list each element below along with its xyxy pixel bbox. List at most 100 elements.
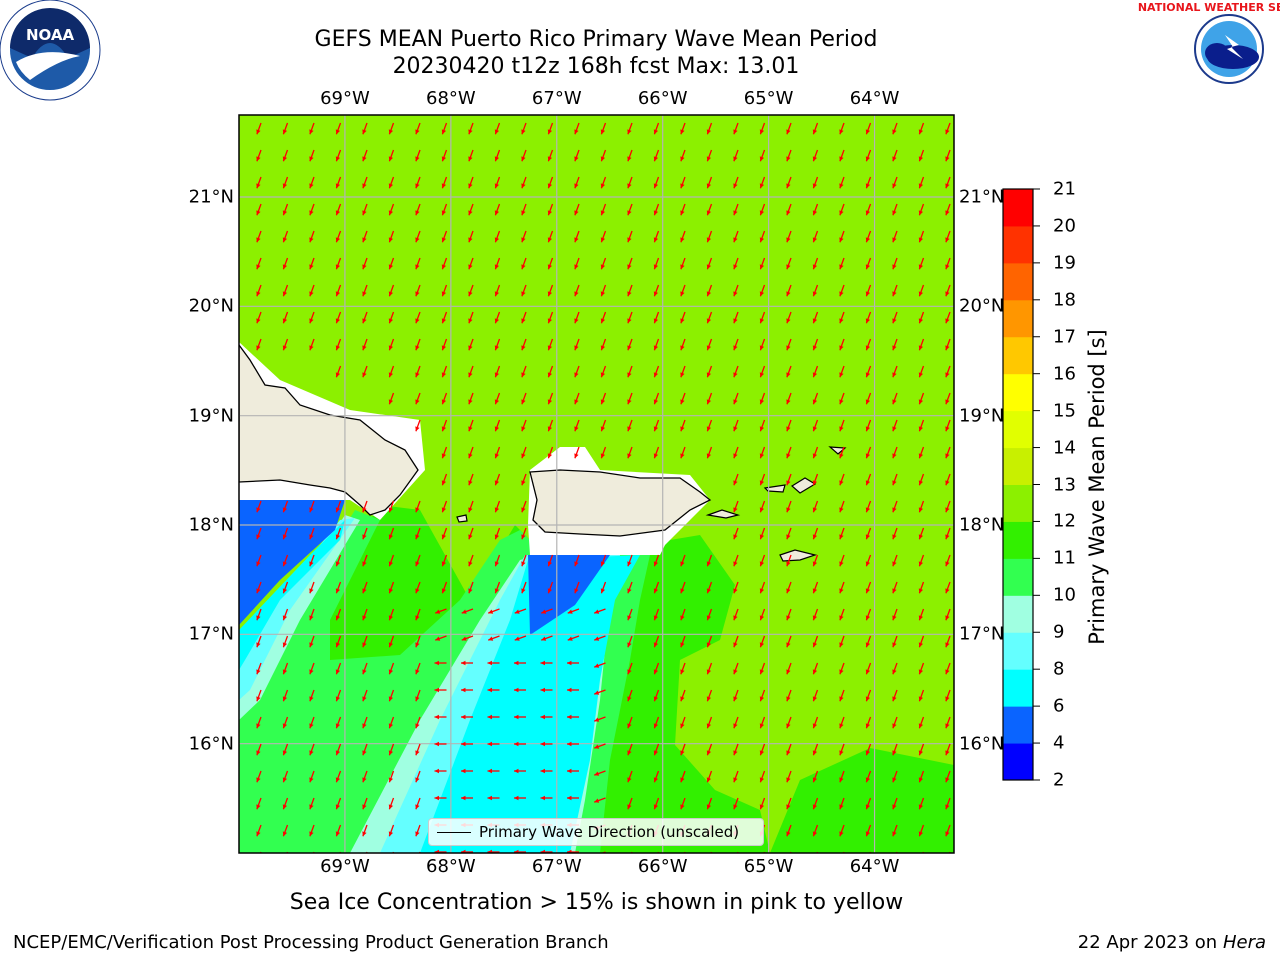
wave-arrow [759,446,766,459]
wave-arrow [892,635,898,648]
colorbar-frame [1002,188,1034,781]
wave-arrow [706,635,713,648]
wave-arrow [441,284,448,297]
wave-arrow [540,714,553,720]
wave-arrow [839,176,845,189]
wave-arrow [547,176,554,189]
wave-arrow [362,122,368,135]
wave-arrow [388,554,395,567]
wave-arrow [733,797,739,810]
wave-arrow [945,203,951,216]
wave-arrow [680,635,686,648]
wave-arrow [839,230,845,243]
wave-arrow [680,608,686,621]
wave-arrow [441,554,448,567]
wave-arrow [594,689,606,695]
wave-arrow [309,284,315,297]
wave-arrow [759,473,766,486]
wave-arrow [309,797,315,810]
lon-label-top: 69°W [320,88,370,109]
wave-arrow [653,284,660,297]
wave-arrow [627,230,633,243]
wave-arrow [521,311,527,324]
wave-arrow [759,662,766,675]
wave-arrow [759,608,766,621]
wave-arrow [574,581,580,594]
wave-arrow [839,689,845,702]
wave-arrow [309,149,315,162]
wave-arrow [865,338,872,351]
wave-arrow [388,662,395,675]
wave-arrow [733,176,739,189]
wave-arrow [945,122,951,135]
wave-arrow [812,122,819,135]
wave-arrow [653,230,660,243]
wave-arrow [945,689,951,702]
wave-arrow [468,527,474,540]
wave-arrow [547,230,554,243]
wave-arrow [627,311,633,324]
wave-arrow [282,716,289,729]
wave-arrow [786,365,792,378]
wave-arrow [733,608,739,621]
wave-arrow [309,500,315,513]
wave-arrow [839,500,845,513]
wave-arrow [865,554,872,567]
wave-arrow [759,365,766,378]
wave-arrow [918,176,925,189]
wave-arrow [441,149,448,162]
wave-arrow [521,554,527,567]
wave-arrow [494,419,501,432]
wave-arrow [362,608,368,621]
wave-arrow [362,176,368,189]
wave-arrow [839,311,845,324]
wave-arrow [441,392,448,405]
wave-arrow [733,284,739,297]
vector-legend: Primary Wave Direction (unscaled) [428,818,764,846]
wave-arrow [468,338,474,351]
wave-arrow [733,257,739,270]
colorbar-tick-label: 4 [1053,732,1065,754]
wave-arrow [547,149,554,162]
colorbar-segment [1003,225,1033,264]
wave-arrow [461,608,474,614]
wave-arrow [335,257,342,270]
wave-arrow [461,849,473,853]
wave-arrow [600,338,607,351]
wave-arrow [918,635,925,648]
wave-arrow [494,203,501,216]
wave-arrow [521,338,527,351]
wave-arrow [918,203,925,216]
wave-arrow [892,554,898,567]
wave-arrow [733,689,739,702]
wave-arrow [865,365,872,378]
wave-arrow [441,203,448,216]
wave-arrow [521,257,527,270]
wave-arrow [839,581,845,594]
colorbar-title: Primary Wave Mean Period [s] [1085,329,1109,645]
wave-arrow [335,527,342,540]
colorbar-tick-label: 17 [1053,326,1076,348]
wave-arrow [574,230,580,243]
wave-arrow [415,176,421,189]
wave-arrow [362,743,368,756]
colorbar-segment [1003,299,1033,338]
wave-arrow [786,122,792,135]
wave-arrow [362,527,368,540]
footer-date-text: 22 Apr 2023 on [1077,932,1223,953]
wave-arrow [335,635,342,648]
wave-arrow [653,554,660,567]
wave-arrow [256,338,262,351]
lat-label-right: 18°N [959,514,1005,536]
lat-label-left: 19°N [188,405,234,427]
wave-arrow [865,284,872,297]
wave-arrow [812,608,819,621]
wave-arrow [786,716,792,729]
wave-arrow [434,687,447,693]
wave-arrow [487,660,500,666]
wave-arrow [600,311,607,324]
wave-arrow [468,419,474,432]
wave-arrow [839,770,845,783]
wave-arrow [865,608,872,621]
